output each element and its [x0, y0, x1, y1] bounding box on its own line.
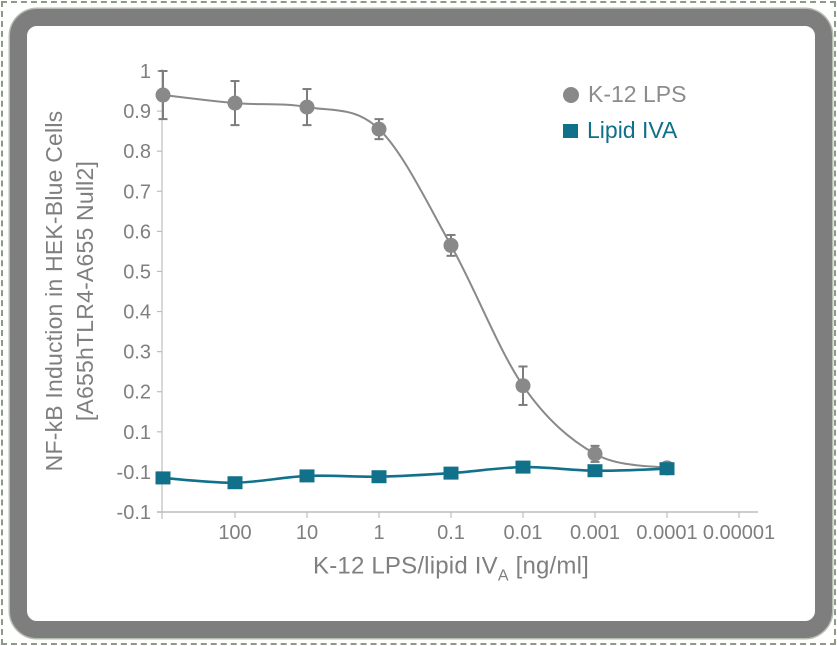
x-axis-title-unit: [ng/ml] — [508, 552, 590, 580]
legend-item-k12-lps: K-12 LPS — [563, 81, 686, 108]
y-tick-label: -0.1 — [117, 462, 151, 484]
k-12-lps-data-point — [299, 99, 315, 115]
x-axis-title: K-12 LPS/lipid IVA [ng/ml] — [313, 553, 589, 586]
y-tick-label: 0.5 — [123, 261, 151, 283]
x-tick-label: 0.00001 — [703, 522, 775, 544]
y-tick-label: 0.7 — [123, 181, 151, 203]
y-tick-label: 0.9 — [123, 101, 151, 123]
y-tick-label: 0.3 — [123, 342, 151, 364]
k-12-lps-data-point — [515, 378, 531, 394]
x-tick-label: 1 — [373, 522, 384, 544]
x-axis-title-subscript: A — [497, 567, 509, 585]
figure-frame — [10, 9, 832, 638]
y-tick-label: 0.1 — [123, 422, 151, 444]
lipid-iva-data-point — [227, 476, 243, 490]
x-tick-label: 0.01 — [504, 522, 543, 544]
x-tick-label: 0.0001 — [636, 522, 697, 544]
k-12-lps-data-point — [443, 237, 459, 253]
x-tick-label: 0.001 — [570, 522, 620, 544]
lipid-iva-data-point — [443, 466, 459, 480]
legend-label-k12-lps: K-12 LPS — [588, 81, 687, 107]
lipid-iva-data-point — [659, 462, 675, 476]
k-12-lps-data-point — [155, 87, 171, 103]
y-axis-title: NF-kB Induction in HEK-Blue Cells [A655h… — [39, 21, 101, 561]
y-tick-label: 1 — [140, 61, 151, 83]
lipid-iva-square-marker-icon — [563, 123, 578, 138]
lipid-iva-data-point — [587, 464, 603, 478]
k-12-lps-data-point — [371, 121, 387, 137]
y-axis-title-line2: [A655hTLR4-A655 Null2] — [72, 160, 98, 422]
y-tick-label: 0.4 — [123, 302, 151, 324]
lipid-iva-data-point — [515, 460, 531, 474]
legend-item-lipid-iva: Lipid IVA — [563, 117, 686, 144]
y-tick-label: 0.6 — [123, 221, 151, 243]
x-tick-label: 100 — [218, 522, 251, 544]
x-tick-label: 0.1 — [437, 522, 465, 544]
y-tick-label: 0.8 — [123, 141, 151, 163]
lipid-iva-data-point — [155, 471, 171, 485]
k-12-lps-data-point — [227, 95, 243, 111]
legend: K-12 LPS Lipid IVA — [563, 81, 686, 144]
y-tick-label: -0.1 — [117, 502, 151, 524]
k-12-lps-curve — [162, 94, 668, 469]
x-axis-title-main: K-12 LPS/lipid IV — [312, 552, 498, 580]
legend-label-lipid-iva: Lipid IVA — [587, 117, 678, 143]
lipid-iva-data-point — [299, 469, 315, 483]
k-12-lps-data-point — [587, 446, 603, 462]
lipid-iva-data-point — [371, 470, 387, 484]
x-tick-label: 10 — [296, 522, 318, 544]
k12-lps-circle-marker-icon — [563, 86, 579, 103]
y-tick-label: 0.2 — [123, 382, 151, 404]
y-axis-title-line1: NF-kB Induction in HEK-Blue Cells — [41, 110, 67, 472]
